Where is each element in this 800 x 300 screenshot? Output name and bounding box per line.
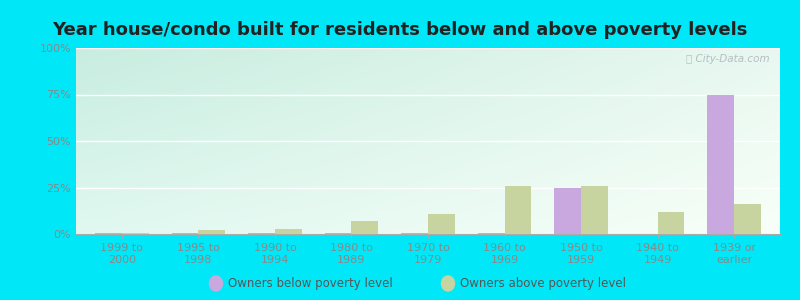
Bar (428, 214, 454, 234)
Text: Owners above poverty level: Owners above poverty level (460, 277, 626, 290)
Bar (658, 212, 684, 234)
Bar (325, 233, 351, 234)
Bar (275, 229, 302, 234)
Bar (402, 233, 428, 234)
Bar (581, 186, 608, 234)
Text: ⓘ City-Data.com: ⓘ City-Data.com (686, 54, 770, 64)
Bar (172, 233, 198, 234)
Bar (95, 233, 122, 234)
Bar (351, 221, 378, 234)
Bar (122, 233, 149, 234)
Text: Year house/condo built for residents below and above poverty levels: Year house/condo built for residents bel… (52, 21, 748, 39)
Bar (554, 188, 581, 234)
Bar (198, 230, 226, 234)
Bar (248, 233, 275, 234)
Bar (478, 233, 505, 234)
Bar (734, 204, 761, 234)
Bar (707, 94, 734, 234)
Bar (505, 186, 531, 234)
Text: Owners below poverty level: Owners below poverty level (228, 277, 393, 290)
